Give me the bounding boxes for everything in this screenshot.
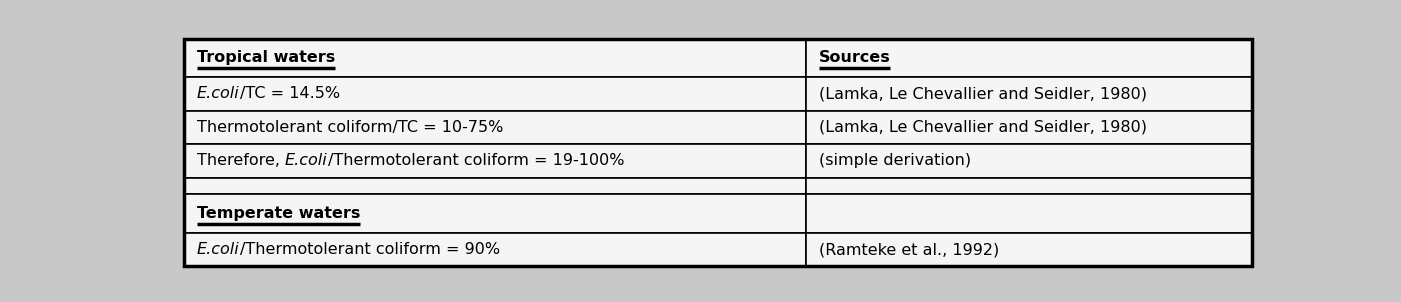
Bar [184,111,806,144]
Bar [806,39,1252,77]
Text: (simple derivation): (simple derivation) [818,153,971,169]
Text: /Thermotolerant coliform = 90%: /Thermotolerant coliform = 90% [240,242,500,257]
Bar [806,194,1252,233]
Text: E.coli: E.coli [196,86,240,101]
Bar [184,233,806,266]
Bar [184,178,806,194]
Text: (Lamka, Le Chevallier and Seidler, 1980): (Lamka, Le Chevallier and Seidler, 1980) [818,120,1146,135]
Bar [806,178,1252,194]
Bar [184,194,806,233]
Text: /TC = 14.5%: /TC = 14.5% [240,86,339,101]
Bar [184,144,806,178]
Text: Sources: Sources [818,50,891,65]
Bar [806,144,1252,178]
Text: /Thermotolerant coliform = 19-100%: /Thermotolerant coliform = 19-100% [328,153,625,169]
Text: (Ramteke et al., 1992): (Ramteke et al., 1992) [818,242,999,257]
Text: Thermotolerant coliform/TC = 10-75%: Thermotolerant coliform/TC = 10-75% [196,120,503,135]
Text: Tropical waters: Tropical waters [196,50,335,65]
Text: Therefore,: Therefore, [196,153,284,169]
Bar [806,233,1252,266]
Bar [184,77,806,111]
Bar [184,39,806,77]
Text: Temperate waters: Temperate waters [196,206,360,221]
Text: (Lamka, Le Chevallier and Seidler, 1980): (Lamka, Le Chevallier and Seidler, 1980) [818,86,1146,101]
Text: E.coli: E.coli [284,153,328,169]
Bar [806,111,1252,144]
Bar [806,77,1252,111]
Text: E.coli: E.coli [196,242,240,257]
